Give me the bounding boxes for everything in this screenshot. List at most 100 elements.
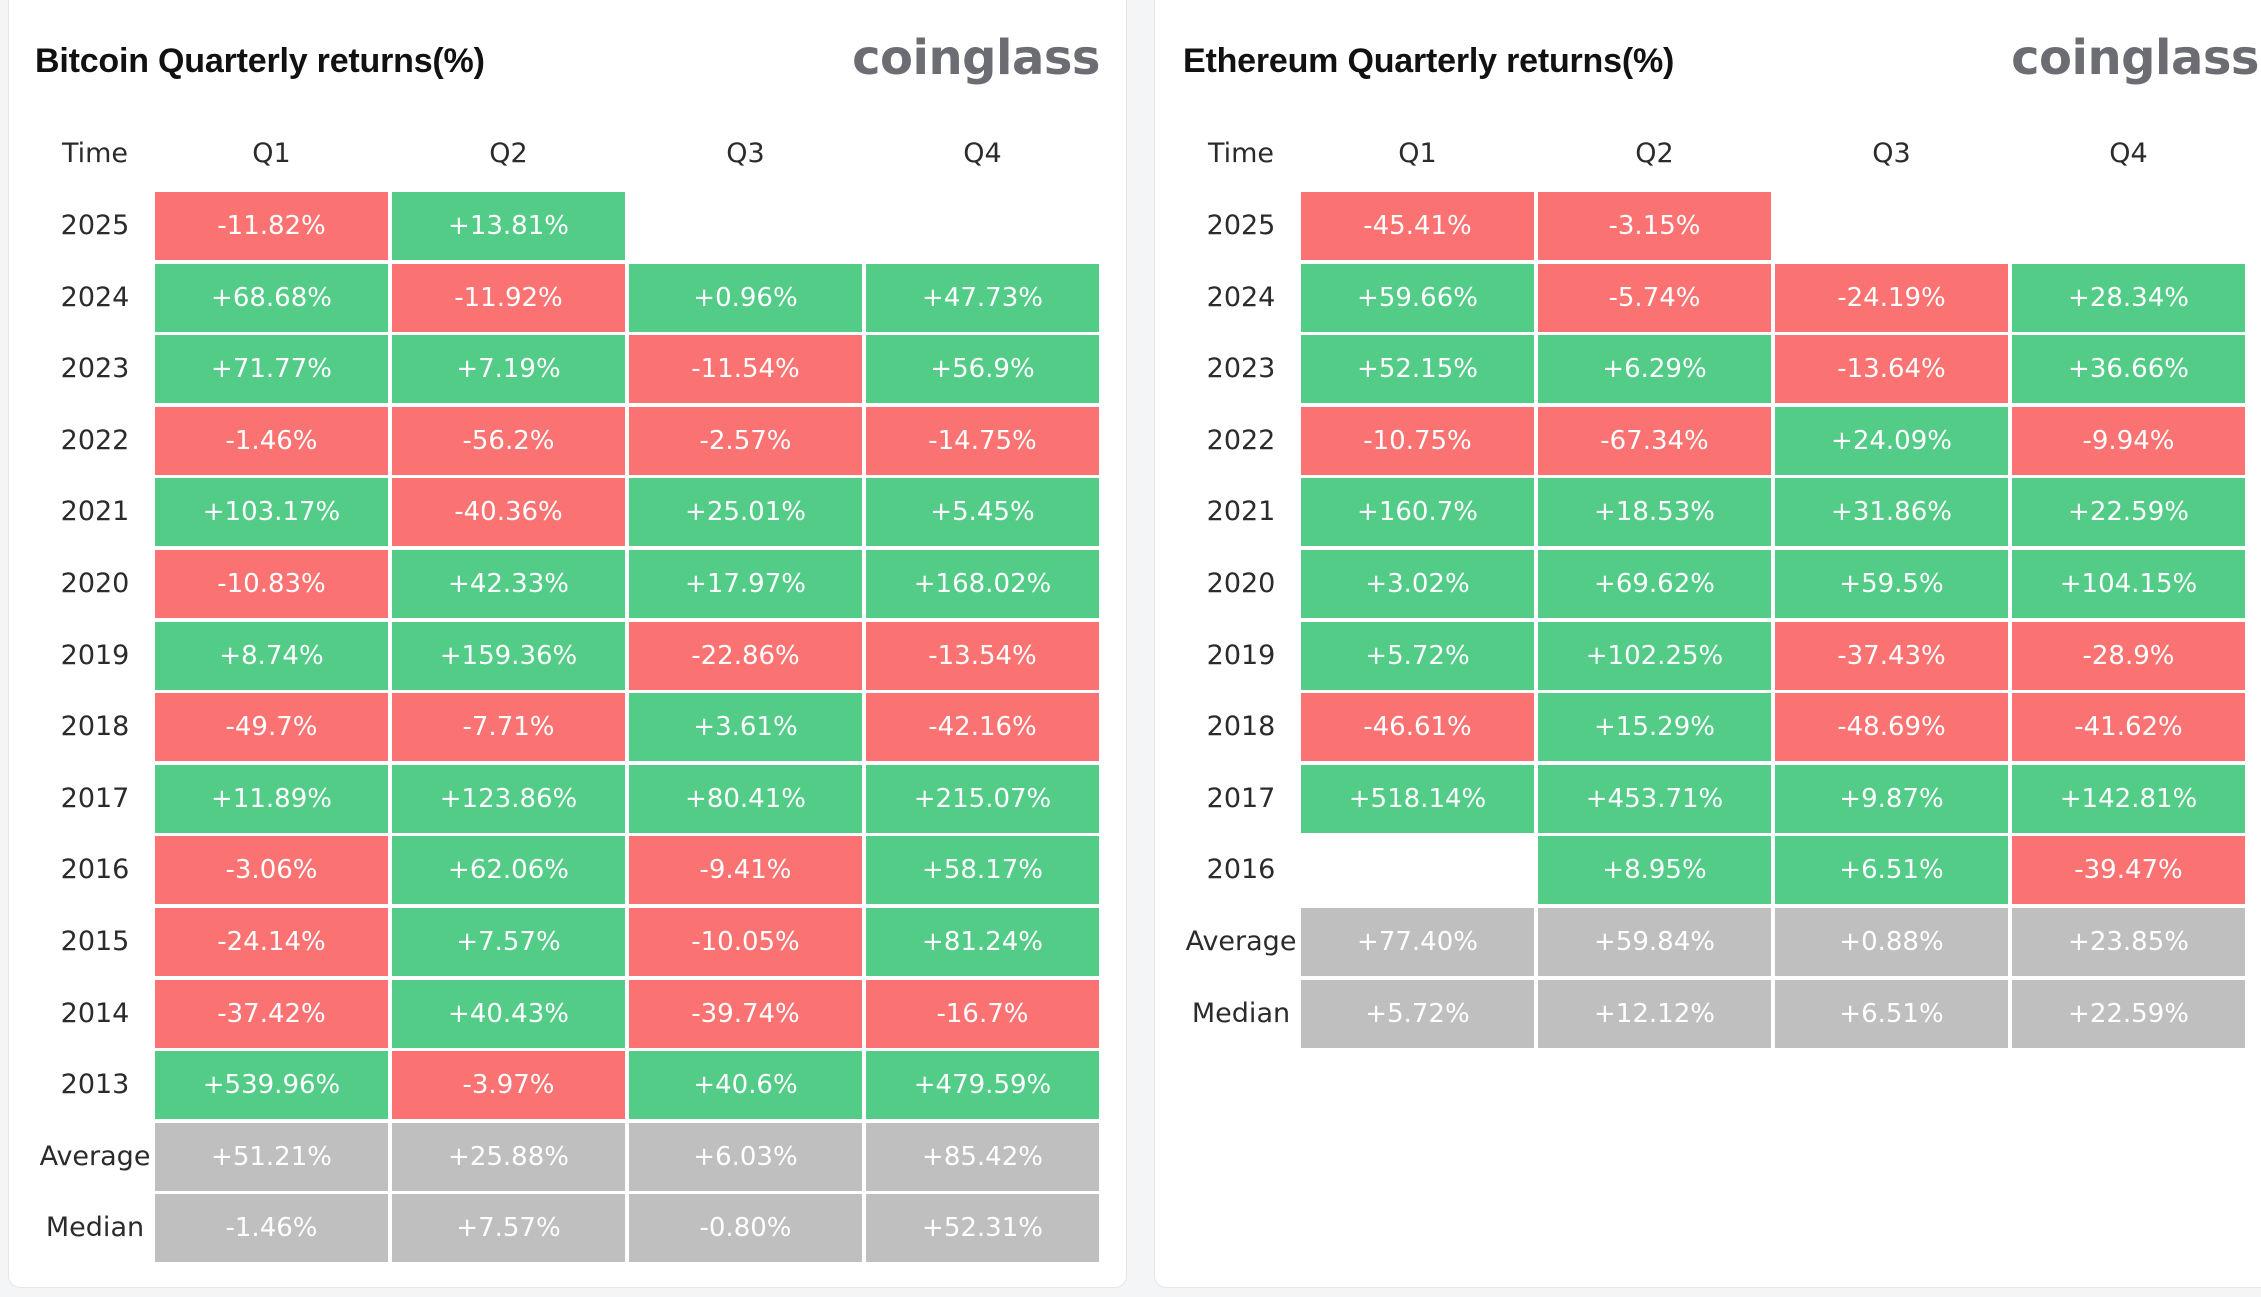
btc-return-cell-2019-q3: -22.86% <box>629 621 862 690</box>
btc-return-cell-2016-q4: +58.17% <box>866 836 1099 905</box>
eth-return-cell-2017-q3: +9.87% <box>1775 764 2008 833</box>
eth-return-cell-average-q1: +77.40% <box>1301 908 1534 976</box>
btc-return-cell-median-q3: -0.80% <box>629 1194 862 1263</box>
eth-return-cell-2017-q4: +142.81% <box>2012 764 2245 833</box>
btc-return-cell-average-q2: +25.88% <box>392 1122 625 1191</box>
btc-return-cell-2015-q4: +81.24% <box>866 908 1099 976</box>
btc-return-cell-2020-q2: +42.33% <box>392 550 625 618</box>
btc-return-cell-2016-q3: -9.41% <box>629 836 862 905</box>
row-label-2014: 2014 <box>60 997 130 1029</box>
row-label-2018: 2018 <box>1206 711 1276 743</box>
row-label-2016: 2016 <box>60 854 130 886</box>
coinglass-logo: coinglass <box>2011 30 2259 86</box>
eth-return-cell-2020-q3: +59.5% <box>1775 550 2008 618</box>
btc-return-cell-2014-q2: +40.43% <box>392 979 625 1048</box>
row-label-2019: 2019 <box>60 639 130 671</box>
row-label-2024: 2024 <box>60 281 130 313</box>
column-header-time: Time <box>61 138 129 169</box>
eth-return-cell-2019-q1: +5.72% <box>1301 621 1534 690</box>
eth-return-cell-2025-q2: -3.15% <box>1538 192 1771 260</box>
row-label-2015: 2015 <box>60 926 130 957</box>
column-header-q3: Q3 <box>1872 138 1911 169</box>
btc-return-cell-2018-q3: +3.61% <box>629 693 862 762</box>
eth-return-cell-2025-q1: -45.41% <box>1301 192 1534 260</box>
btc-return-cell-2013-q2: -3.97% <box>392 1051 625 1120</box>
eth-return-cell-2016-q2: +8.95% <box>1538 836 1771 905</box>
eth-return-cell-2016-q3: +6.51% <box>1775 836 2008 905</box>
eth-return-cell-2019-q4: -28.9% <box>2012 621 2245 690</box>
column-header-q3: Q3 <box>726 138 765 169</box>
row-label-median: Median <box>45 1212 145 1244</box>
column-header-q2: Q2 <box>1635 138 1674 169</box>
row-label-2023: 2023 <box>1206 353 1276 385</box>
eth-return-cell-2023-q2: +6.29% <box>1538 335 1771 404</box>
btc-return-cell-2023-q3: -11.54% <box>629 335 862 404</box>
eth-return-cell-2022-q1: -10.75% <box>1301 406 1534 475</box>
btc-return-cell-2019-q2: +159.36% <box>392 621 625 690</box>
btc-return-cell-2015-q3: -10.05% <box>629 908 862 976</box>
eth-return-cell-average-q3: +0.88% <box>1775 908 2008 976</box>
eth-return-cell-2024-q1: +59.66% <box>1301 263 1534 332</box>
eth-return-cell-2021-q2: +18.53% <box>1538 478 1771 547</box>
btc-return-cell-2022-q1: -1.46% <box>155 406 388 475</box>
btc-return-cell-average-q3: +6.03% <box>629 1122 862 1191</box>
btc-return-cell-2024-q3: +0.96% <box>629 263 862 332</box>
row-label-average: Average <box>39 1140 151 1172</box>
eth-return-cell-2022-q4: -9.94% <box>2012 406 2245 475</box>
btc-return-cell-2020-q4: +168.02% <box>866 550 1099 618</box>
btc-return-cell-2019-q4: -13.54% <box>866 621 1099 690</box>
btc-return-cell-2017-q1: +11.89% <box>155 764 388 833</box>
row-label-2021: 2021 <box>1206 496 1276 528</box>
btc-return-cell-2024-q4: +47.73% <box>866 263 1099 332</box>
btc-return-cell-2019-q1: +8.74% <box>155 621 388 690</box>
row-label-2022: 2022 <box>60 424 130 456</box>
column-header-q1: Q1 <box>252 138 291 169</box>
bitcoin-panel-title: Bitcoin Quarterly returns(%) <box>35 42 485 80</box>
eth-return-cell-2019-q3: -37.43% <box>1775 621 2008 690</box>
btc-return-cell-2024-q2: -11.92% <box>392 263 625 332</box>
row-label-2018: 2018 <box>60 711 130 743</box>
eth-return-cell-2024-q2: -5.74% <box>1538 263 1771 332</box>
row-label-2020: 2020 <box>60 568 130 599</box>
eth-return-cell-median-q2: +12.12% <box>1538 979 1771 1048</box>
btc-return-cell-2022-q2: -56.2% <box>392 406 625 475</box>
eth-return-cell-2022-q2: -67.34% <box>1538 406 1771 475</box>
btc-return-cell-2020-q1: -10.83% <box>155 550 388 618</box>
btc-return-cell-2013-q1: +539.96% <box>155 1051 388 1120</box>
coinglass-logo: coinglass <box>852 30 1100 86</box>
row-label-2025: 2025 <box>1206 210 1276 241</box>
row-label-2016: 2016 <box>1206 854 1276 886</box>
eth-return-cell-2016-q4: -39.47% <box>2012 836 2245 905</box>
column-header-q2: Q2 <box>489 138 528 169</box>
btc-return-cell-2013-q4: +479.59% <box>866 1051 1099 1120</box>
row-label-2019: 2019 <box>1206 639 1276 671</box>
eth-return-cell-2023-q3: -13.64% <box>1775 335 2008 404</box>
column-header-q1: Q1 <box>1398 138 1437 169</box>
eth-return-cell-2020-q2: +69.62% <box>1538 550 1771 618</box>
eth-return-cell-average-q4: +23.85% <box>2012 908 2245 976</box>
ethereum-returns-panel: Ethereum Quarterly returns(%) coinglass … <box>1154 0 2261 1288</box>
eth-return-cell-2023-q1: +52.15% <box>1301 335 1534 404</box>
btc-return-cell-average-q1: +51.21% <box>155 1122 388 1191</box>
btc-return-cell-2017-q4: +215.07% <box>866 764 1099 833</box>
bitcoin-returns-panel: Bitcoin Quarterly returns(%) coinglass T… <box>8 0 1127 1288</box>
eth-return-cell-2022-q3: +24.09% <box>1775 406 2008 475</box>
eth-return-cell-2017-q2: +453.71% <box>1538 764 1771 833</box>
row-label-2017: 2017 <box>60 782 130 814</box>
column-header-q4: Q4 <box>963 138 1002 169</box>
row-label-2017: 2017 <box>1206 782 1276 814</box>
eth-return-cell-2021-q4: +22.59% <box>2012 478 2245 547</box>
btc-return-cell-2021-q4: +5.45% <box>866 478 1099 547</box>
btc-return-cell-median-q1: -1.46% <box>155 1194 388 1263</box>
btc-return-cell-2021-q2: -40.36% <box>392 478 625 547</box>
row-label-2013: 2013 <box>60 1069 130 1101</box>
eth-return-cell-median-q1: +5.72% <box>1301 979 1534 1048</box>
eth-return-cell-2017-q1: +518.14% <box>1301 764 1534 833</box>
btc-return-cell-2021-q3: +25.01% <box>629 478 862 547</box>
eth-return-cell-average-q2: +59.84% <box>1538 908 1771 976</box>
row-label-2021: 2021 <box>60 496 130 528</box>
row-label-median: Median <box>1191 997 1291 1029</box>
btc-return-cell-2016-q1: -3.06% <box>155 836 388 905</box>
btc-return-cell-2022-q4: -14.75% <box>866 406 1099 475</box>
btc-return-cell-median-q4: +52.31% <box>866 1194 1099 1263</box>
